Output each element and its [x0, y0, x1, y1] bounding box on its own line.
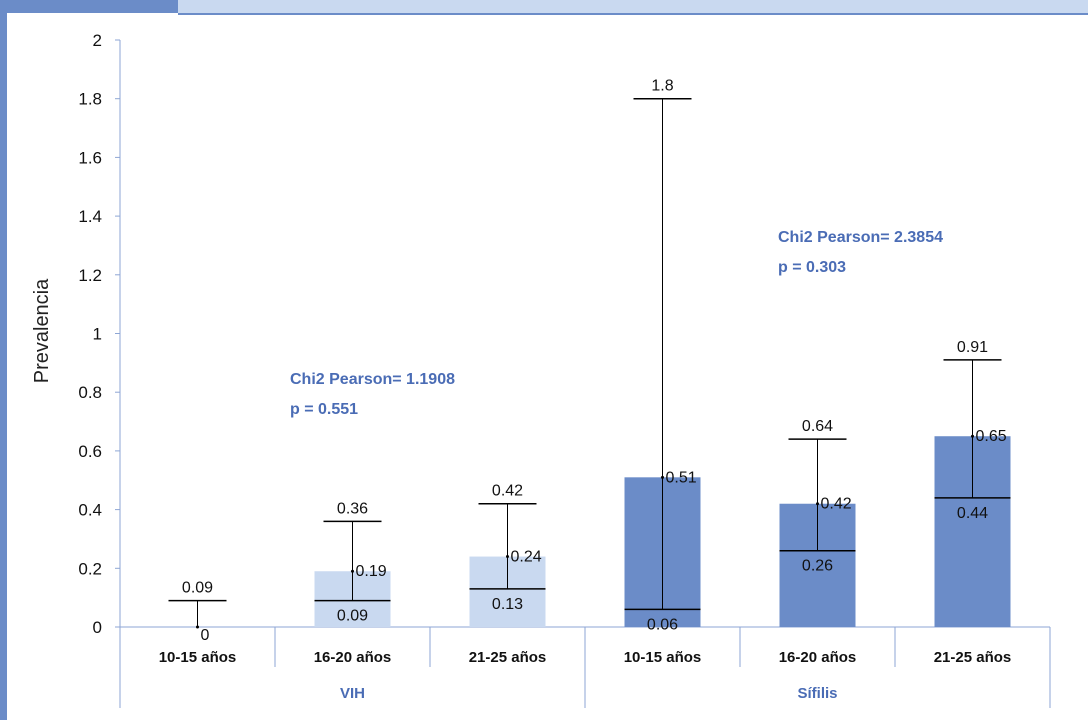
y-tick-label: 0.8 — [78, 383, 102, 402]
frame-top-rule — [178, 13, 1088, 15]
group-label: VIH — [340, 685, 365, 702]
y-tick-label: 0 — [93, 618, 102, 637]
category-label: 10-15 años — [159, 649, 237, 666]
p-value-annotation: p = 0.303 — [778, 259, 846, 276]
y-tick-label: 0.2 — [78, 559, 102, 578]
chi2-annotation: Chi2 Pearson= 1.1908 — [290, 371, 455, 388]
y-axis-title: Prevalencia — [31, 278, 53, 383]
frame-left-border — [0, 0, 7, 720]
upper-bound-label: 0.09 — [182, 580, 213, 597]
upper-bound-label: 0.36 — [337, 500, 368, 517]
chi2-annotation: Chi2 Pearson= 2.3854 — [778, 229, 943, 246]
frame-top-left-block — [0, 0, 178, 13]
lower-bound-label: 0.09 — [337, 608, 368, 625]
upper-bound-label: 0.42 — [492, 483, 523, 500]
frame-top-band — [178, 0, 1088, 13]
lower-bound-label: 0.44 — [957, 505, 988, 522]
upper-bound-label: 0.91 — [957, 339, 988, 356]
lower-bound-label: 0.13 — [492, 596, 523, 613]
category-label: 16-20 años — [314, 649, 392, 666]
bar-value-marker — [196, 625, 199, 629]
bar-value-marker — [816, 502, 819, 506]
lower-bound-label: 0.26 — [802, 558, 833, 575]
y-tick-label: 1.2 — [78, 266, 102, 285]
value-label: 0.42 — [821, 496, 852, 513]
value-label: 0.65 — [976, 428, 1007, 445]
category-label: 21-25 años — [469, 649, 547, 666]
y-tick-label: 1.6 — [78, 148, 102, 167]
lower-bound-label: 0.06 — [647, 616, 678, 633]
y-tick-label: 2 — [93, 31, 102, 50]
bar-value-marker — [661, 475, 664, 479]
category-label: 10-15 años — [624, 649, 702, 666]
y-tick-label: 1.4 — [78, 207, 102, 226]
upper-bound-label: 0.64 — [802, 418, 833, 435]
y-tick-label: 0.4 — [78, 501, 102, 520]
value-label: 0.19 — [356, 563, 387, 580]
y-tick-label: 1.8 — [78, 90, 102, 109]
bar-value-marker — [351, 569, 354, 573]
value-label: 0 — [201, 627, 210, 644]
y-tick-label: 0.6 — [78, 442, 102, 461]
y-tick-label: 1 — [93, 325, 102, 344]
value-label: 0.24 — [511, 549, 542, 566]
p-value-annotation: p = 0.551 — [290, 401, 358, 418]
value-label: 0.51 — [666, 469, 697, 486]
bar-value-marker — [506, 555, 509, 559]
group-label: Sífilis — [797, 685, 837, 702]
upper-bound-label: 1.8 — [651, 78, 673, 95]
plot-area: 0 0.2 0.4 0.6 0.8 1 1.2 1.4 1.6 1.8 2 0.09 0 10-15 añ… — [78, 31, 1051, 708]
category-label: 21-25 años — [934, 649, 1012, 666]
category-label: 16-20 años — [779, 649, 857, 666]
bar-value-marker — [971, 434, 974, 438]
